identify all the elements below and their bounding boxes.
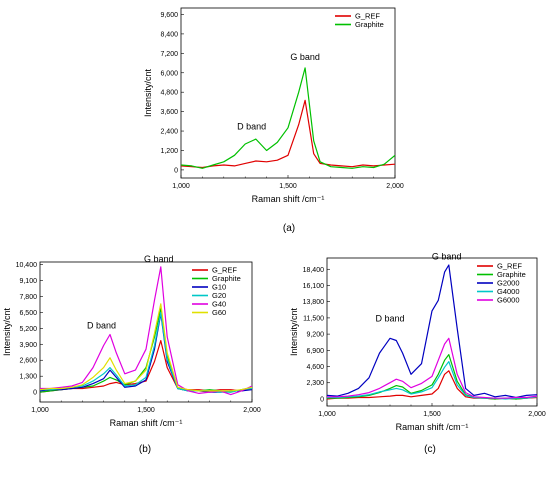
legend-entry: G2000 bbox=[497, 279, 520, 288]
legend-entry: Graphite bbox=[212, 274, 241, 283]
panel-caption: (a) bbox=[283, 223, 295, 234]
y-tick-label: 16,100 bbox=[303, 283, 325, 290]
legend-entry: G4000 bbox=[497, 287, 520, 296]
panel-caption: (b) bbox=[139, 444, 151, 455]
legend-entry: G_REF bbox=[355, 12, 380, 21]
x-axis-label: Raman shift /cm⁻¹ bbox=[252, 194, 325, 204]
x-tick-label: 2,000 bbox=[386, 183, 404, 190]
y-tick-label: 0 bbox=[33, 390, 37, 397]
annotation-label: G band bbox=[432, 251, 462, 261]
y-tick-label: 3,600 bbox=[160, 109, 178, 116]
chart-panel-2: 0 1,300 2,600 3,900 5,200 6,500 7,800 9,100 10,4… bbox=[2, 254, 261, 455]
annotation-label: G band bbox=[144, 254, 174, 264]
y-tick-label: 0 bbox=[320, 396, 324, 403]
y-tick-label: 2,600 bbox=[19, 358, 37, 365]
y-tick-label: 9,200 bbox=[306, 332, 324, 339]
chart-panel-3: 0 2,300 4,600 6,900 9,200 11,500 13,800 16,100 1… bbox=[289, 251, 546, 455]
x-tick-label: 1,500 bbox=[279, 183, 297, 190]
y-tick-label: 5,200 bbox=[19, 326, 37, 333]
y-tick-label: 10,400 bbox=[16, 262, 38, 269]
y-axis-label: Intensity/cnt bbox=[289, 307, 299, 356]
y-tick-label: 13,800 bbox=[303, 299, 325, 306]
y-tick-label: 4,600 bbox=[306, 364, 324, 371]
y-tick-label: 7,200 bbox=[160, 51, 178, 58]
x-tick-label: 1,000 bbox=[172, 183, 190, 190]
legend-entry: G6000 bbox=[497, 296, 520, 305]
legend-entry: G_REF bbox=[497, 262, 522, 271]
legend-entry: Graphite bbox=[497, 270, 526, 279]
x-axis-label: Raman shift /cm⁻¹ bbox=[396, 422, 469, 432]
series-line-g2000 bbox=[327, 264, 537, 399]
x-tick-label: 1,000 bbox=[318, 411, 336, 418]
y-tick-label: 8,400 bbox=[160, 31, 178, 38]
series-line-g-ref bbox=[181, 99, 395, 169]
x-tick-label: 2,000 bbox=[243, 407, 261, 414]
plot-area-frame bbox=[180, 7, 396, 179]
legend-entry: G40 bbox=[212, 300, 226, 309]
y-tick-label: 18,400 bbox=[303, 267, 325, 274]
x-tick-label: 2,000 bbox=[528, 411, 546, 418]
series-line-g6000 bbox=[327, 337, 537, 399]
y-tick-label: 6,000 bbox=[160, 70, 178, 77]
y-tick-label: 4,800 bbox=[160, 90, 178, 97]
legend-entry: G60 bbox=[212, 308, 226, 317]
series-line-graphite bbox=[181, 67, 395, 169]
y-tick-label: 3,900 bbox=[19, 342, 37, 349]
annotation-label: D band bbox=[237, 121, 266, 131]
y-tick-label: 0 bbox=[174, 167, 178, 174]
y-tick-label: 11,500 bbox=[303, 315, 324, 322]
y-tick-label: 2,300 bbox=[306, 380, 324, 387]
y-tick-label: 1,300 bbox=[19, 374, 37, 381]
y-tick-label: 9,100 bbox=[19, 278, 37, 285]
series-line-g10 bbox=[40, 313, 252, 393]
y-tick-label: 2,400 bbox=[160, 129, 178, 136]
legend-entry: G20 bbox=[212, 291, 226, 300]
y-axis-label: Intensity/cnt bbox=[143, 68, 153, 117]
series-line-g40 bbox=[40, 266, 252, 396]
legend-entry: G10 bbox=[212, 283, 226, 292]
panel-caption: (c) bbox=[424, 444, 436, 455]
y-tick-label: 6,500 bbox=[19, 310, 37, 317]
y-tick-label: 6,900 bbox=[306, 348, 324, 355]
x-tick-label: 1,000 bbox=[31, 407, 49, 414]
x-axis-label: Raman shift /cm⁻¹ bbox=[110, 418, 183, 428]
y-tick-label: 7,800 bbox=[19, 294, 37, 301]
annotation-label: D band bbox=[87, 320, 116, 330]
annotation-label: D band bbox=[375, 313, 404, 323]
x-tick-label: 1,500 bbox=[423, 411, 441, 418]
y-axis-label: Intensity/cnt bbox=[2, 307, 12, 356]
x-tick-label: 1,500 bbox=[137, 407, 155, 414]
y-tick-label: 9,600 bbox=[160, 12, 178, 19]
y-tick-label: 1,200 bbox=[160, 148, 178, 155]
legend-entry: G_REF bbox=[212, 266, 237, 275]
chart-panel-1: 0 1,200 2,400 3,600 4,800 6,000 7,200 8,400 9,60… bbox=[143, 7, 404, 234]
annotation-label: G band bbox=[290, 52, 320, 62]
series-line-g60 bbox=[40, 303, 252, 392]
legend-entry: Graphite bbox=[355, 20, 384, 29]
